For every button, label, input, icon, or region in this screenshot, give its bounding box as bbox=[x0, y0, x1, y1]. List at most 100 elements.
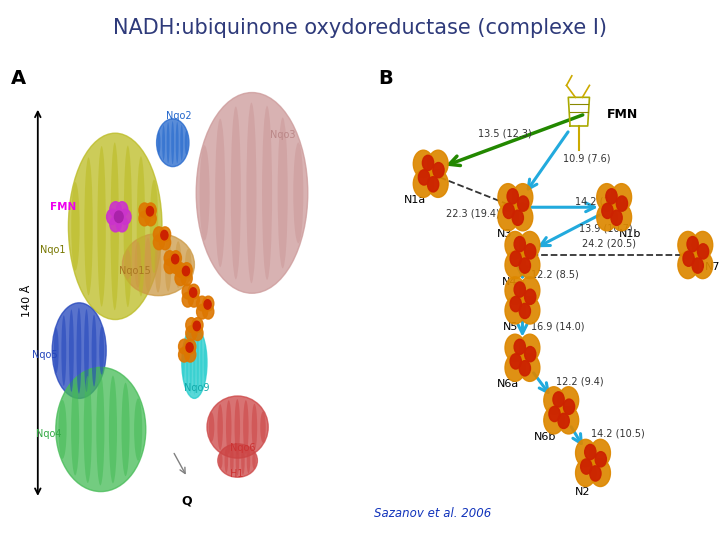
Ellipse shape bbox=[171, 121, 174, 164]
Circle shape bbox=[117, 217, 128, 232]
Ellipse shape bbox=[217, 444, 258, 477]
Circle shape bbox=[525, 244, 536, 259]
Ellipse shape bbox=[215, 119, 225, 267]
Ellipse shape bbox=[185, 131, 188, 155]
Circle shape bbox=[510, 251, 521, 266]
Ellipse shape bbox=[209, 413, 215, 442]
Ellipse shape bbox=[252, 452, 256, 469]
Circle shape bbox=[606, 188, 617, 204]
Circle shape bbox=[181, 262, 192, 278]
Circle shape bbox=[698, 244, 708, 259]
Circle shape bbox=[520, 334, 540, 361]
Ellipse shape bbox=[96, 374, 104, 485]
Text: Nqo3: Nqo3 bbox=[270, 130, 295, 140]
Ellipse shape bbox=[122, 383, 130, 476]
Circle shape bbox=[181, 271, 192, 286]
Ellipse shape bbox=[186, 336, 189, 389]
Circle shape bbox=[203, 296, 214, 311]
Ellipse shape bbox=[158, 131, 161, 154]
Text: Nqo1: Nqo1 bbox=[40, 245, 65, 255]
Ellipse shape bbox=[278, 118, 288, 268]
Text: 13.9 (10.7): 13.9 (10.7) bbox=[579, 223, 632, 233]
Ellipse shape bbox=[199, 145, 210, 240]
Circle shape bbox=[145, 203, 156, 218]
Ellipse shape bbox=[193, 330, 195, 395]
Circle shape bbox=[692, 258, 703, 273]
Circle shape bbox=[518, 196, 528, 211]
Circle shape bbox=[433, 163, 444, 178]
Text: 10.9 (7.6): 10.9 (7.6) bbox=[563, 154, 611, 164]
Circle shape bbox=[678, 252, 698, 279]
Circle shape bbox=[520, 252, 540, 279]
Circle shape bbox=[575, 440, 595, 467]
Ellipse shape bbox=[69, 309, 74, 392]
Circle shape bbox=[544, 387, 564, 414]
Circle shape bbox=[203, 305, 214, 319]
Ellipse shape bbox=[155, 237, 161, 293]
Circle shape bbox=[175, 271, 186, 286]
Circle shape bbox=[161, 231, 168, 240]
Circle shape bbox=[120, 209, 131, 225]
Circle shape bbox=[185, 347, 196, 362]
Ellipse shape bbox=[84, 376, 92, 483]
Text: N7: N7 bbox=[704, 262, 720, 272]
Ellipse shape bbox=[183, 346, 185, 380]
Circle shape bbox=[109, 217, 121, 232]
Ellipse shape bbox=[99, 327, 104, 375]
Circle shape bbox=[109, 202, 121, 217]
Ellipse shape bbox=[185, 249, 192, 280]
Text: N6a: N6a bbox=[498, 379, 519, 389]
Circle shape bbox=[575, 460, 595, 487]
Ellipse shape bbox=[145, 238, 151, 292]
Text: 14.2 (11.0): 14.2 (11.0) bbox=[575, 197, 629, 207]
Circle shape bbox=[687, 237, 698, 252]
Ellipse shape bbox=[134, 399, 143, 461]
Circle shape bbox=[182, 292, 193, 307]
Circle shape bbox=[153, 235, 164, 250]
Ellipse shape bbox=[189, 332, 192, 394]
Ellipse shape bbox=[226, 400, 232, 454]
Circle shape bbox=[616, 196, 628, 211]
Text: 12.2 (9.4): 12.2 (9.4) bbox=[556, 376, 603, 386]
Ellipse shape bbox=[76, 308, 81, 394]
Ellipse shape bbox=[243, 400, 248, 454]
Circle shape bbox=[114, 211, 123, 222]
Circle shape bbox=[503, 203, 514, 219]
Circle shape bbox=[597, 204, 617, 231]
Circle shape bbox=[164, 259, 175, 274]
Circle shape bbox=[117, 202, 128, 217]
Text: NADH:ubiquinone oxydoreductase (complexe I): NADH:ubiquinone oxydoreductase (complexe… bbox=[113, 18, 607, 38]
Circle shape bbox=[520, 277, 540, 304]
Ellipse shape bbox=[71, 182, 80, 271]
Text: N2: N2 bbox=[575, 487, 590, 497]
Circle shape bbox=[413, 170, 433, 198]
Circle shape bbox=[505, 297, 525, 324]
Circle shape bbox=[418, 170, 430, 185]
Text: N1b: N1b bbox=[619, 229, 642, 239]
Circle shape bbox=[153, 227, 164, 241]
Circle shape bbox=[590, 460, 611, 487]
Circle shape bbox=[597, 184, 617, 211]
Circle shape bbox=[498, 184, 518, 211]
Text: 16.9 (14.0): 16.9 (14.0) bbox=[531, 321, 585, 331]
Circle shape bbox=[189, 292, 199, 307]
Text: N5: N5 bbox=[503, 322, 518, 332]
Ellipse shape bbox=[166, 122, 170, 163]
Circle shape bbox=[525, 289, 536, 305]
Circle shape bbox=[107, 209, 118, 225]
Text: Nqo5: Nqo5 bbox=[32, 350, 58, 360]
Ellipse shape bbox=[125, 250, 131, 279]
Text: FMN: FMN bbox=[607, 107, 639, 120]
Circle shape bbox=[585, 444, 596, 460]
Circle shape bbox=[520, 297, 540, 324]
Ellipse shape bbox=[84, 309, 89, 392]
Circle shape bbox=[428, 150, 448, 178]
Ellipse shape bbox=[180, 125, 183, 161]
Circle shape bbox=[520, 232, 540, 259]
Circle shape bbox=[139, 211, 150, 226]
Ellipse shape bbox=[197, 332, 199, 394]
Ellipse shape bbox=[157, 119, 189, 167]
Text: Nqo15: Nqo15 bbox=[119, 266, 150, 276]
Circle shape bbox=[519, 361, 531, 376]
Ellipse shape bbox=[181, 327, 207, 399]
